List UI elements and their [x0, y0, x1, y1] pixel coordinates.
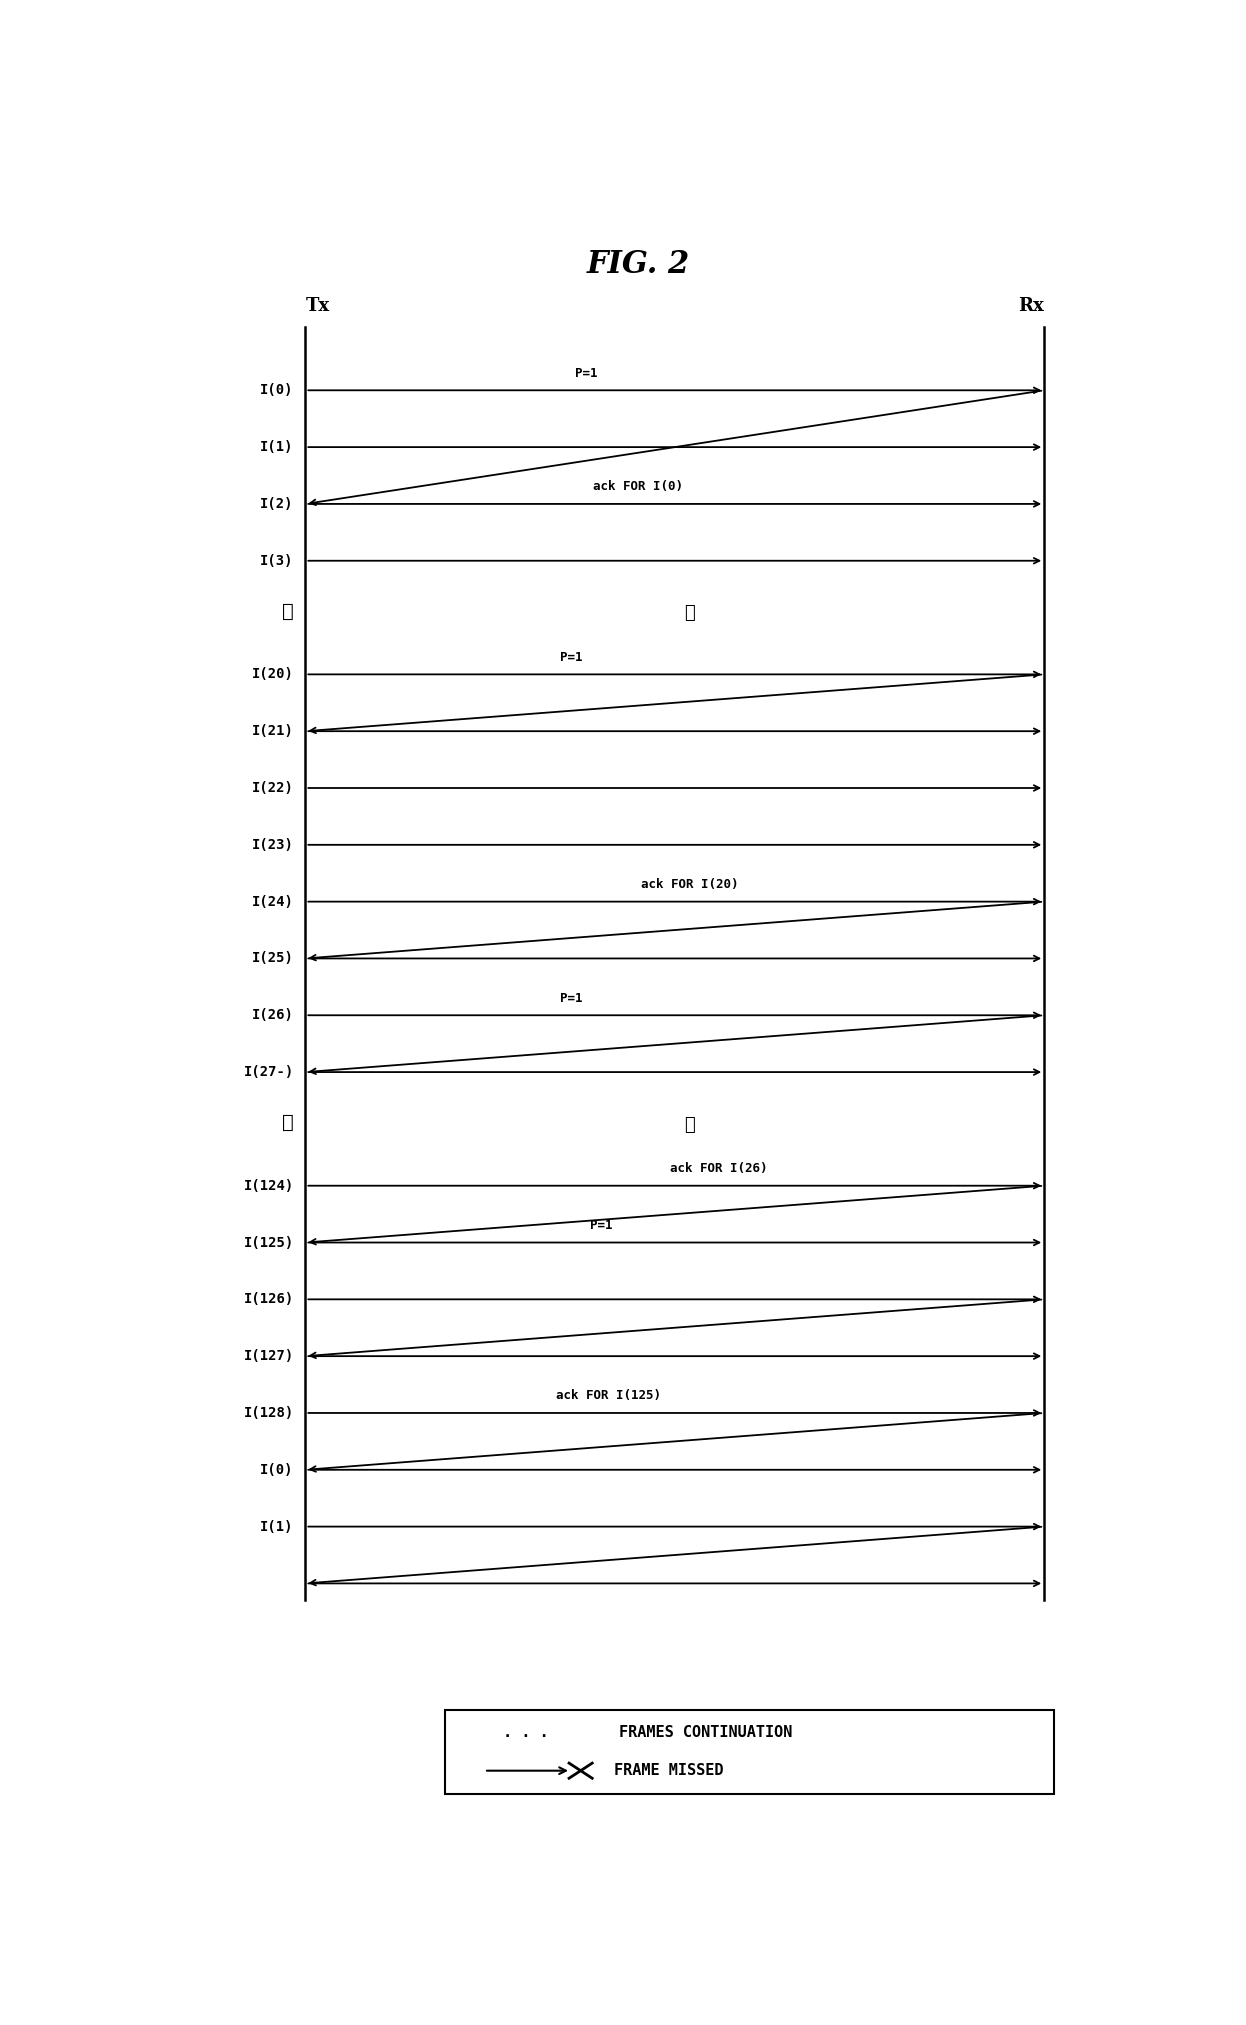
- Text: I(23): I(23): [252, 838, 294, 853]
- Text: I(125): I(125): [243, 1235, 294, 1249]
- FancyBboxPatch shape: [446, 1709, 1054, 1794]
- Text: I(0): I(0): [260, 1462, 294, 1476]
- Text: ⋮: ⋮: [684, 1116, 695, 1134]
- Text: . . .: . . .: [503, 1725, 549, 1739]
- Text: I(126): I(126): [243, 1292, 294, 1306]
- Text: I(1): I(1): [260, 439, 294, 454]
- Text: Tx: Tx: [305, 296, 329, 314]
- Text: ack FOR I(125): ack FOR I(125): [556, 1389, 660, 1403]
- Text: P=1: P=1: [561, 650, 583, 664]
- Text: I(128): I(128): [243, 1405, 294, 1420]
- Text: I(1): I(1): [260, 1519, 294, 1533]
- Text: ack FOR I(20): ack FOR I(20): [640, 879, 739, 891]
- Text: I(0): I(0): [260, 383, 294, 397]
- Text: I(124): I(124): [243, 1179, 294, 1193]
- Text: P=1: P=1: [589, 1219, 612, 1231]
- Text: I(21): I(21): [252, 725, 294, 739]
- Text: Rx: Rx: [1018, 296, 1044, 314]
- Text: ⋮: ⋮: [282, 601, 294, 622]
- Text: I(2): I(2): [260, 496, 294, 510]
- Text: I(22): I(22): [252, 782, 294, 796]
- Text: FRAME MISSED: FRAME MISSED: [614, 1764, 724, 1778]
- Text: I(26): I(26): [252, 1008, 294, 1023]
- Text: P=1: P=1: [561, 992, 583, 1004]
- Text: I(127): I(127): [243, 1349, 294, 1363]
- Text: ⋮: ⋮: [282, 1114, 294, 1132]
- Text: ack FOR I(26): ack FOR I(26): [670, 1162, 768, 1174]
- Text: FRAMES CONTINUATION: FRAMES CONTINUATION: [619, 1725, 792, 1739]
- Text: I(20): I(20): [252, 668, 294, 680]
- Text: FIG. 2: FIG. 2: [587, 249, 690, 279]
- Text: I(3): I(3): [260, 553, 294, 567]
- Text: I(27-): I(27-): [243, 1065, 294, 1079]
- Text: P=1: P=1: [574, 367, 597, 381]
- Text: ⋮: ⋮: [684, 603, 695, 622]
- Text: I(25): I(25): [252, 952, 294, 966]
- Text: ack FOR I(0): ack FOR I(0): [593, 480, 683, 494]
- Text: I(24): I(24): [252, 895, 294, 909]
